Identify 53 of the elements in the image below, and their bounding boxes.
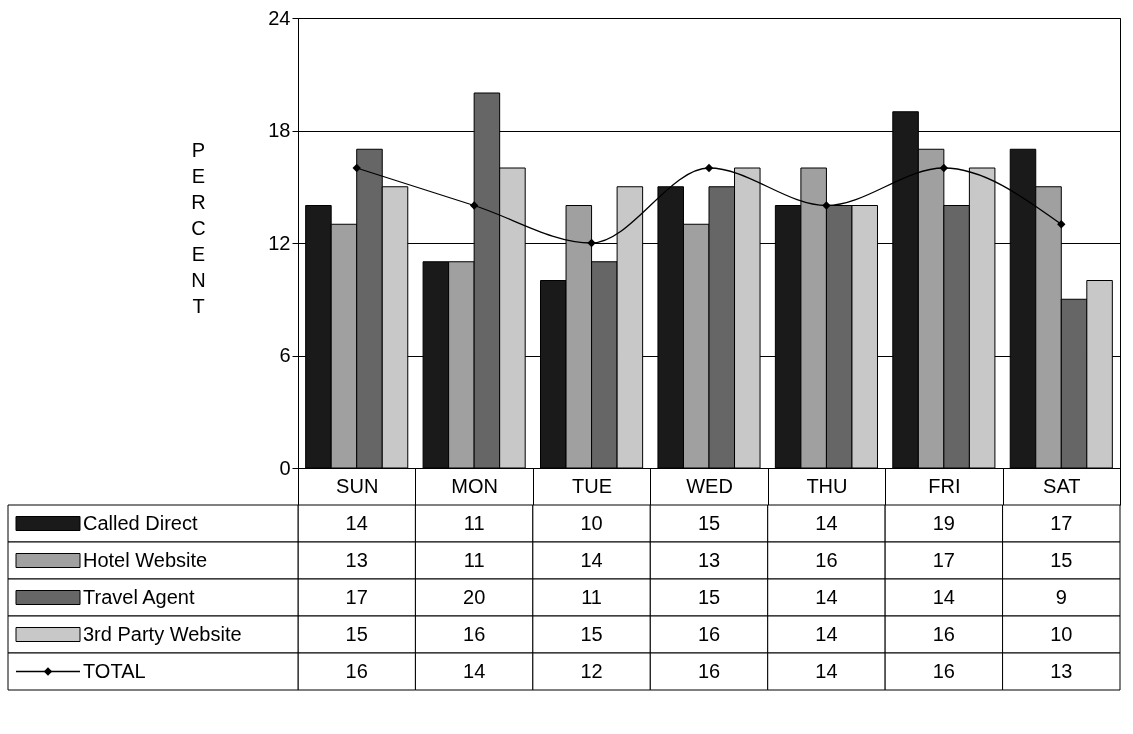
y-tick-label: 0: [279, 456, 291, 479]
data-label: 14: [345, 511, 368, 534]
legend-label: Hotel Website: [83, 548, 208, 571]
data-label: 14: [815, 511, 838, 534]
data-label: 15: [697, 585, 721, 608]
data-label: 14: [932, 585, 955, 608]
data-label: 14: [815, 585, 838, 608]
data-label: 13: [697, 548, 721, 571]
x-tick-label: MON: [451, 474, 498, 497]
data-label: 17: [932, 548, 955, 571]
data-label: 11: [463, 548, 485, 571]
legend-label: 3rd Party Website: [83, 622, 242, 645]
legend-label: Called Direct: [83, 511, 198, 534]
data-label: 16: [697, 622, 721, 645]
data-label: 16: [932, 622, 955, 645]
data-label: 15: [345, 622, 368, 645]
data-label: 11: [581, 585, 602, 608]
data-label: 16: [932, 659, 955, 682]
data-label: 15: [697, 511, 721, 534]
data-label: 17: [345, 585, 368, 608]
x-tick-label: SAT: [1043, 474, 1081, 497]
data-label: 16: [345, 659, 368, 682]
data-label: 15: [1050, 548, 1073, 571]
data-label: 17: [1050, 511, 1073, 534]
data-label: 13: [345, 548, 368, 571]
data-label: 14: [580, 548, 603, 571]
y-axis-title: PERCENT: [191, 138, 206, 317]
data-label: 16: [463, 622, 486, 645]
data-label: 20: [463, 585, 486, 608]
x-tick-label: THU: [806, 474, 848, 497]
data-label: 12: [580, 659, 603, 682]
y-tick-label: 12: [268, 231, 291, 254]
y-tick-label: 24: [268, 6, 291, 29]
data-label: 9: [1055, 585, 1067, 608]
data-label: 14: [815, 659, 838, 682]
x-tick-label: SUN: [336, 474, 379, 497]
legend-label: TOTAL: [83, 659, 146, 682]
data-label: 19: [932, 511, 955, 534]
data-label: 14: [463, 659, 486, 682]
data-label: 16: [697, 659, 721, 682]
y-tick-label: 6: [279, 344, 291, 366]
data-label: 14: [815, 622, 838, 645]
data-label: 15: [580, 622, 603, 645]
data-label: 10: [1050, 622, 1073, 645]
y-tick-label: 18: [268, 119, 291, 141]
data-label: 16: [815, 548, 838, 571]
legend-label: Travel Agent: [83, 585, 195, 608]
data-label: 11: [463, 511, 485, 534]
x-tick-label: WED: [686, 474, 733, 497]
x-tick-label: TUE: [572, 474, 613, 497]
data-label: 13: [1050, 659, 1073, 682]
x-tick-label: FRI: [928, 474, 961, 497]
data-label: 10: [580, 511, 603, 534]
